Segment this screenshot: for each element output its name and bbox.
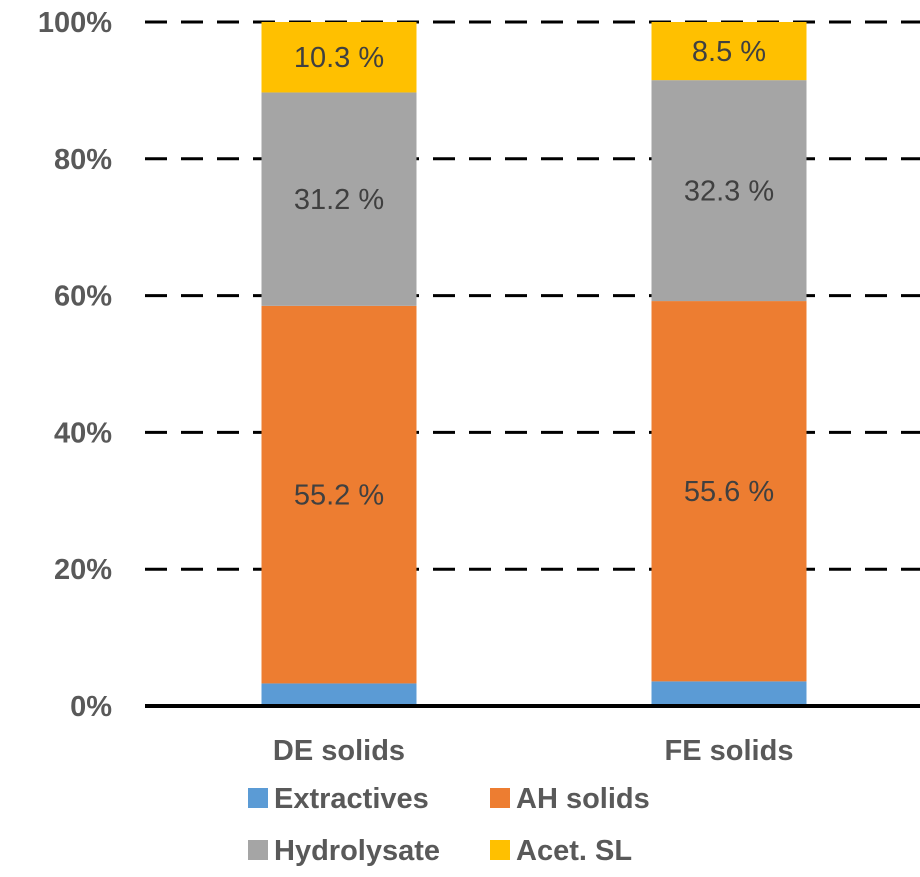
legend-swatch bbox=[248, 788, 268, 808]
data-label: 8.5 % bbox=[692, 36, 766, 68]
y-tick-label: 0% bbox=[70, 691, 112, 723]
y-axis-ticks: 0% 20% 40% 60% 80% 100% bbox=[38, 7, 112, 723]
x-category-label: FE solids bbox=[665, 735, 794, 767]
y-tick-label: 40% bbox=[54, 417, 112, 449]
bar-segment bbox=[651, 681, 807, 706]
legend-swatch bbox=[248, 840, 268, 860]
bar-segment bbox=[261, 22, 417, 93]
y-tick-label: 60% bbox=[54, 281, 112, 313]
legend-swatch bbox=[490, 840, 510, 860]
legend-label: Acet. SL bbox=[516, 835, 632, 867]
bar-segment bbox=[651, 22, 807, 81]
y-tick-label: 80% bbox=[54, 144, 112, 176]
legend-label: Extractives bbox=[274, 783, 429, 815]
bar-segment bbox=[651, 301, 807, 682]
legend-label: Hydrolysate bbox=[274, 835, 440, 867]
legend: Extractives AH solids Hydrolysate Acet. SL bbox=[248, 783, 650, 867]
legend-label: AH solids bbox=[516, 783, 650, 815]
data-label: 55.6 % bbox=[684, 476, 774, 508]
bar-segment bbox=[261, 683, 417, 706]
bars: 55.2 % 31.2 % 10.3 % 55.6 % 32.3 % 8.5 % bbox=[261, 22, 807, 706]
data-label: 10.3 % bbox=[294, 42, 384, 74]
data-label: 55.2 % bbox=[294, 480, 384, 512]
x-axis-categories: DE solids FE solids bbox=[273, 735, 794, 767]
data-label: 32.3 % bbox=[684, 176, 774, 208]
y-tick-label: 20% bbox=[54, 554, 112, 586]
legend-swatch bbox=[490, 788, 510, 808]
data-label: 31.2 % bbox=[294, 184, 384, 216]
y-tick-label: 100% bbox=[38, 7, 112, 39]
bar-segment bbox=[651, 80, 807, 302]
x-category-label: DE solids bbox=[273, 735, 405, 767]
bar-segment bbox=[261, 92, 417, 306]
bar-segment bbox=[261, 305, 417, 684]
